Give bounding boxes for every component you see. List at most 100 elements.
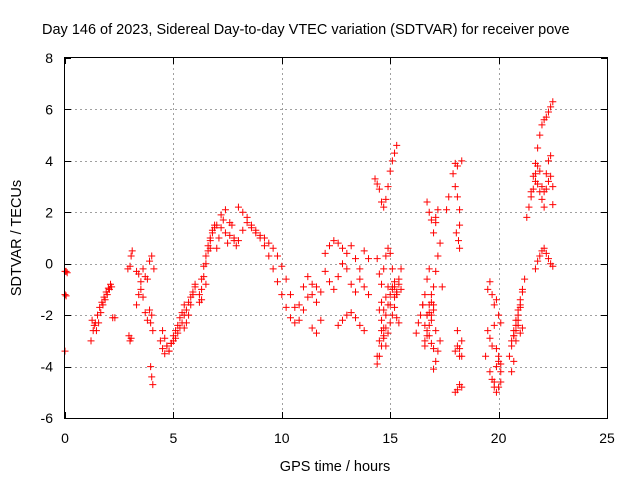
data-point [226,231,234,239]
data-point [230,234,238,242]
data-point [540,188,548,196]
data-point [436,337,444,345]
data-point [148,373,156,381]
data-point [219,216,227,224]
data-point [375,352,383,360]
data-point [88,316,96,324]
data-point [388,265,396,273]
data-point [382,252,390,260]
data-point [330,285,338,293]
data-point [451,347,459,355]
data-point [198,296,206,304]
data-point [531,265,539,273]
y-tick-label: 8 [45,50,53,66]
data-point [388,311,396,319]
grid-lines [65,58,607,418]
data-point [421,342,429,350]
data-point [198,285,206,293]
data-point [549,98,557,106]
y-tick-label: 6 [45,101,53,117]
data-point [265,239,273,247]
data-point [343,265,351,273]
data-point [232,242,240,250]
data-point [375,270,383,278]
data-point [549,262,557,270]
data-point [356,321,364,329]
data-point [434,252,442,260]
data-point [176,314,184,322]
data-point [536,131,544,139]
data-point [542,249,550,257]
data-point [443,206,451,214]
data-point [373,255,381,263]
data-point [373,360,381,368]
data-point [111,314,119,322]
data-point [299,306,307,314]
data-point [427,291,435,299]
data-point [325,242,333,250]
data-point [312,283,320,291]
data-point [488,342,496,350]
data-point [451,183,459,191]
data-point [388,157,396,165]
data-point [432,267,440,275]
data-point [386,167,394,175]
data-point [538,121,546,129]
data-point [304,293,312,301]
data-point [295,301,303,309]
data-point [386,291,394,299]
data-point [371,175,379,183]
data-point [516,296,524,304]
data-point [453,193,461,201]
data-point [141,309,149,317]
x-tick-label: 0 [61,430,69,446]
data-point [62,267,70,275]
data-point [282,275,290,283]
y-tick-label: 0 [45,256,53,272]
data-point [505,352,513,360]
data-point [434,347,442,355]
data-point [497,368,505,376]
data-point [540,203,548,211]
data-point [456,244,464,252]
data-point [330,237,338,245]
y-tick-labels: -6 -4 -2 0 2 4 6 8 [41,50,54,426]
data-point [174,329,182,337]
data-point [391,278,399,286]
data-point [308,291,316,299]
data-point [139,265,147,273]
x-tick-label: 10 [274,430,290,446]
data-point [425,321,433,329]
data-point [425,265,433,273]
data-point [536,167,544,175]
data-point [365,291,373,299]
data-point [529,185,537,193]
y-tick-label: -2 [41,307,54,323]
data-point [200,262,208,270]
plot-frame [64,57,608,419]
data-point [544,255,552,263]
data-point [339,316,347,324]
data-point [534,257,542,265]
data-point [247,221,255,229]
data-point [414,319,422,327]
data-point [325,278,333,286]
data-point [386,249,394,257]
data-point [484,327,492,335]
data-point [101,296,109,304]
data-point [273,278,281,286]
data-point [482,352,490,360]
data-point [195,291,203,299]
x-tick-label: 20 [491,430,507,446]
data-point [234,237,242,245]
data-point [536,252,544,260]
data-point [508,337,516,345]
data-point [538,195,546,203]
data-point [393,288,401,296]
data-point [508,368,516,376]
data-point [486,334,494,342]
data-point [395,319,403,327]
data-point [388,283,396,291]
data-point [375,185,383,193]
data-point [128,247,136,255]
